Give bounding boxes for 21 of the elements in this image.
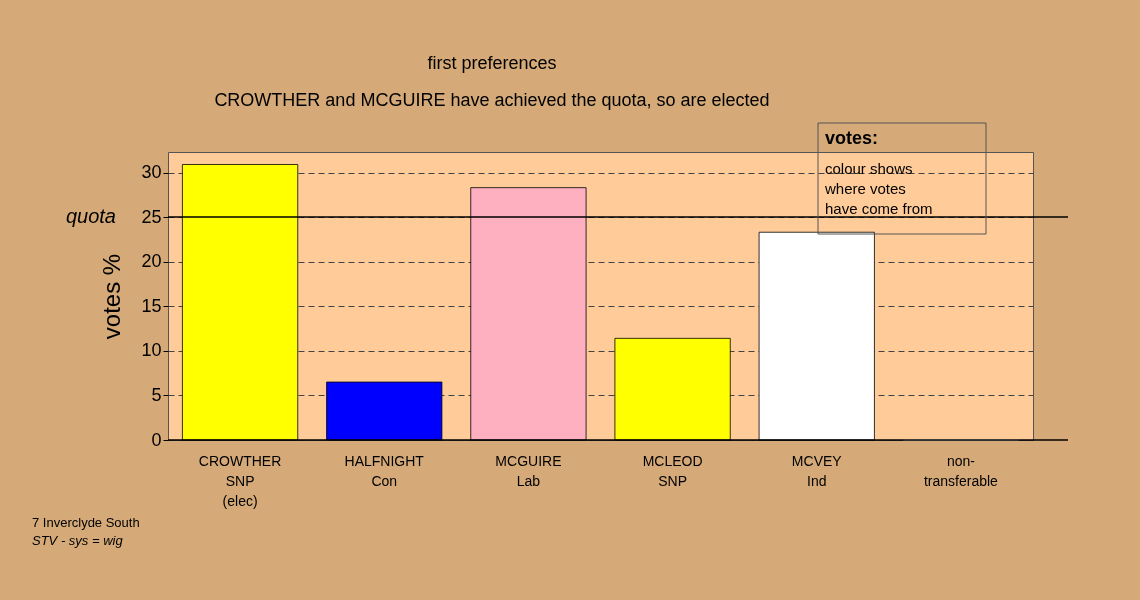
y-tick-label: 5 xyxy=(151,384,162,405)
x-tick-label: CROWTHER SNP (elec) xyxy=(198,452,282,509)
y-tick-label: 10 xyxy=(141,340,162,361)
text: votes: xyxy=(825,128,879,148)
ref-line-label: quota xyxy=(65,205,116,228)
chart-title: first preferences xyxy=(427,53,557,73)
y-tick-label: 20 xyxy=(141,251,162,272)
y-tick-label: 15 xyxy=(141,295,162,316)
chart-subtitle: CROWTHER and MCGUIRE have achieved the quota, so are elected xyxy=(214,90,770,110)
annotation: colour shows where votes have come from xyxy=(824,160,933,217)
y-axis-title: votes % xyxy=(98,253,126,340)
x-tick-label: MCLEOD SNP xyxy=(642,452,703,489)
y-tick-label: 25 xyxy=(141,206,162,227)
x-tick-label: MCVEY Ind xyxy=(791,452,843,489)
y-tick-label: 0 xyxy=(151,429,162,450)
y-tick-label: 30 xyxy=(141,162,162,183)
x-tick-label: HALFNIGHT Con xyxy=(344,452,425,489)
x-tick-label: MCGUIRE Lab xyxy=(495,452,562,489)
text: STV - sys = wig xyxy=(32,533,124,548)
text: 7 Inverclyde South xyxy=(32,515,140,530)
x-tick-label: non- transferable xyxy=(923,452,999,489)
